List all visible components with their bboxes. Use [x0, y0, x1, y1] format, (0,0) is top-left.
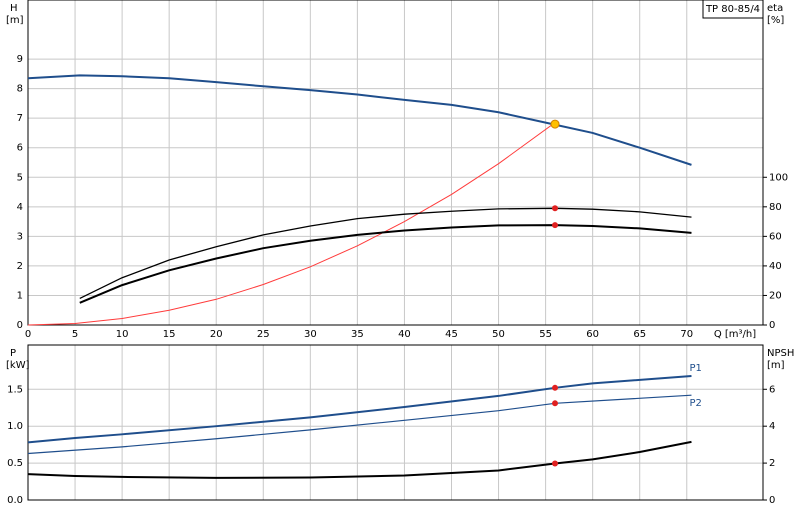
x-tick-label: 50 [492, 329, 505, 340]
legend-label: P2 [689, 398, 701, 409]
curve [27, 122, 556, 326]
y-tick-label: 2 [17, 261, 23, 272]
y2-tick-label: 0 [769, 495, 775, 506]
curve [79, 207, 692, 299]
x-axis-label: Q [m³/h] [714, 329, 756, 340]
title-box [702, 0, 764, 19]
x-tick-label: 40 [398, 329, 411, 340]
x-tick-label: 35 [351, 329, 364, 340]
duty-point [552, 222, 559, 229]
chart-title: TP 80-85/4 [705, 4, 760, 15]
y2-axis-label: NPSH [767, 348, 794, 359]
y2-tick-label: 100 [769, 172, 788, 183]
y2-tick-label: 20 [769, 290, 782, 301]
curve [27, 375, 692, 444]
y2-axis-unit: [%] [767, 15, 784, 26]
curve [27, 440, 692, 479]
y-tick-label: 7 [17, 113, 23, 124]
duty-point [552, 460, 559, 467]
y-tick-label: 1.5 [7, 384, 23, 395]
y2-tick-label: 0 [769, 320, 775, 331]
legend-label: P1 [689, 363, 701, 374]
curve [27, 394, 692, 455]
curve [27, 74, 692, 166]
y-tick-label: 0.0 [7, 495, 23, 506]
y2-tick-label: 2 [769, 458, 775, 469]
y-tick-label: 9 [17, 54, 23, 65]
y2-tick-label: 80 [769, 202, 782, 213]
x-tick-label: 30 [304, 329, 317, 340]
x-tick-label: 60 [586, 329, 599, 340]
y-axis-unit: [kW] [6, 360, 30, 371]
x-tick-label: 15 [163, 329, 176, 340]
y2-tick-label: 40 [769, 261, 782, 272]
y-tick-label: 3 [17, 231, 23, 242]
y2-tick-label: 60 [769, 231, 782, 242]
y-tick-label: 4 [17, 202, 23, 213]
y-axis-label: H [10, 3, 18, 14]
duty-point [552, 205, 559, 212]
x-tick-label: 55 [539, 329, 552, 340]
y-tick-label: 8 [17, 84, 23, 95]
duty-point [550, 119, 560, 129]
y-tick-label: 1 [17, 290, 23, 301]
y-tick-label: 0 [17, 320, 23, 331]
x-tick-label: 45 [445, 329, 458, 340]
duty-point [552, 400, 559, 407]
x-tick-label: 70 [680, 329, 693, 340]
y-tick-label: 1.0 [7, 421, 23, 432]
y2-axis-label: eta [767, 3, 783, 14]
plot-frame [27, 0, 764, 326]
y-axis-label: P [10, 348, 16, 359]
x-tick-label: 25 [257, 329, 270, 340]
plot-frame [27, 344, 764, 501]
y2-tick-label: 6 [769, 384, 775, 395]
y-tick-label: 6 [17, 143, 23, 154]
curve [79, 224, 692, 304]
x-tick-label: 10 [116, 329, 129, 340]
y2-tick-label: 4 [769, 421, 775, 432]
x-tick-label: 0 [25, 329, 31, 340]
x-tick-label: 5 [72, 329, 78, 340]
y-tick-label: 0.5 [7, 458, 23, 469]
y-axis-unit: [m] [6, 15, 24, 26]
x-tick-label: 20 [210, 329, 223, 340]
y2-axis-unit: [m] [767, 360, 785, 371]
y-tick-label: 5 [17, 172, 23, 183]
x-tick-label: 65 [633, 329, 646, 340]
duty-point [552, 384, 559, 391]
